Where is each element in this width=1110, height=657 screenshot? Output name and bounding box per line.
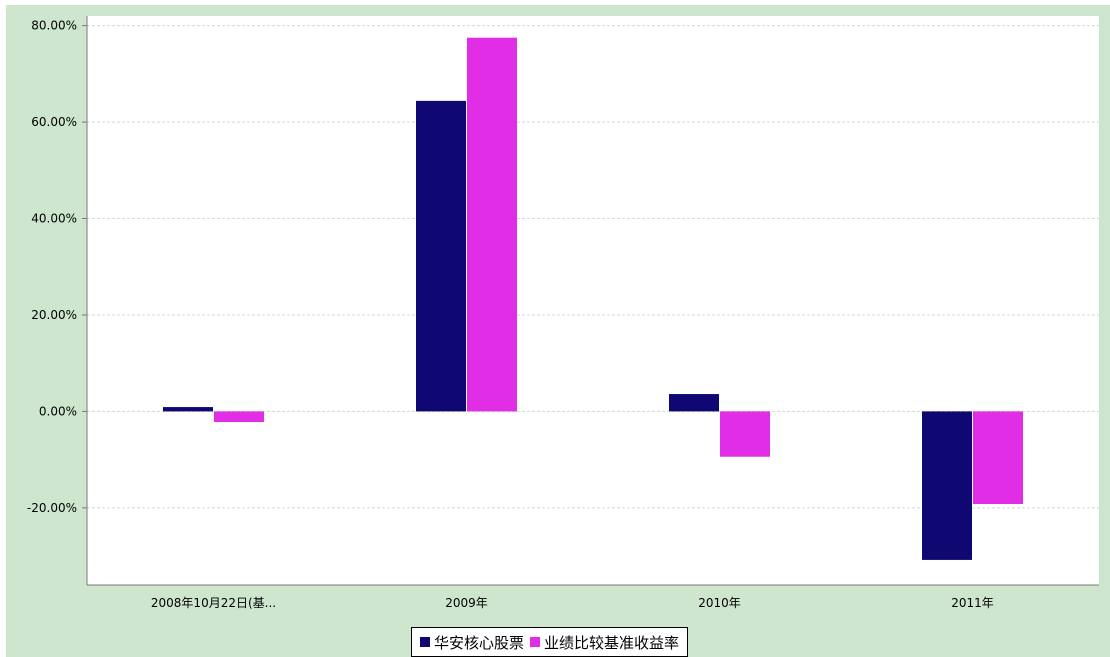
y-tick-label: 80.00% [31, 19, 77, 33]
bar-chart: 80.00% 60.00% 40.00% 20.00% 0.00% -20.00% 200… [27, 16, 1099, 610]
legend-item-benchmark: 业绩比较基准收益率 [530, 632, 679, 653]
gridlines [87, 25, 1099, 509]
legend-swatch-benchmark [530, 637, 541, 647]
bar-benchmark-2 [720, 411, 770, 457]
x-tick-label: 2011年 [951, 596, 994, 610]
bar-benchmark-1 [467, 37, 517, 412]
bar-fund-0 [163, 407, 213, 412]
bar-benchmark-3 [973, 411, 1023, 504]
x-axis-ticks: 2008年10月22日(基... 2009年 2010年 2011年 [151, 596, 994, 610]
legend-label-benchmark: 业绩比较基准收益率 [544, 633, 680, 652]
x-tick-label: 2009年 [445, 596, 488, 610]
y-axis-ticks: 80.00% 60.00% 40.00% 20.00% 0.00% -20.00% [27, 19, 87, 515]
y-tick-label: 0.00% [39, 404, 77, 418]
y-tick-label: 60.00% [31, 115, 77, 129]
chart-legend: 华安核心股票 业绩比较基准收益率 [411, 627, 689, 657]
x-tick-label: 2008年10月22日(基... [151, 596, 276, 610]
y-tick-label: 40.00% [31, 212, 77, 226]
y-tick-label: -20.00% [27, 501, 77, 515]
bar-fund-3 [922, 411, 972, 560]
legend-swatch-fund [420, 637, 430, 647]
y-tick-label: 20.00% [31, 308, 77, 322]
bars [163, 37, 1023, 560]
legend-label-fund: 华安核心股票 [434, 633, 525, 652]
x-tick-label: 2010年 [698, 596, 741, 610]
chart-frame: 80.00% 60.00% 40.00% 20.00% 0.00% -20.00% 200… [6, 5, 1110, 657]
legend-item-fund: 华安核心股票 [420, 632, 524, 653]
bar-fund-1 [416, 100, 466, 412]
bar-benchmark-0 [214, 411, 264, 423]
bar-fund-2 [669, 394, 719, 412]
